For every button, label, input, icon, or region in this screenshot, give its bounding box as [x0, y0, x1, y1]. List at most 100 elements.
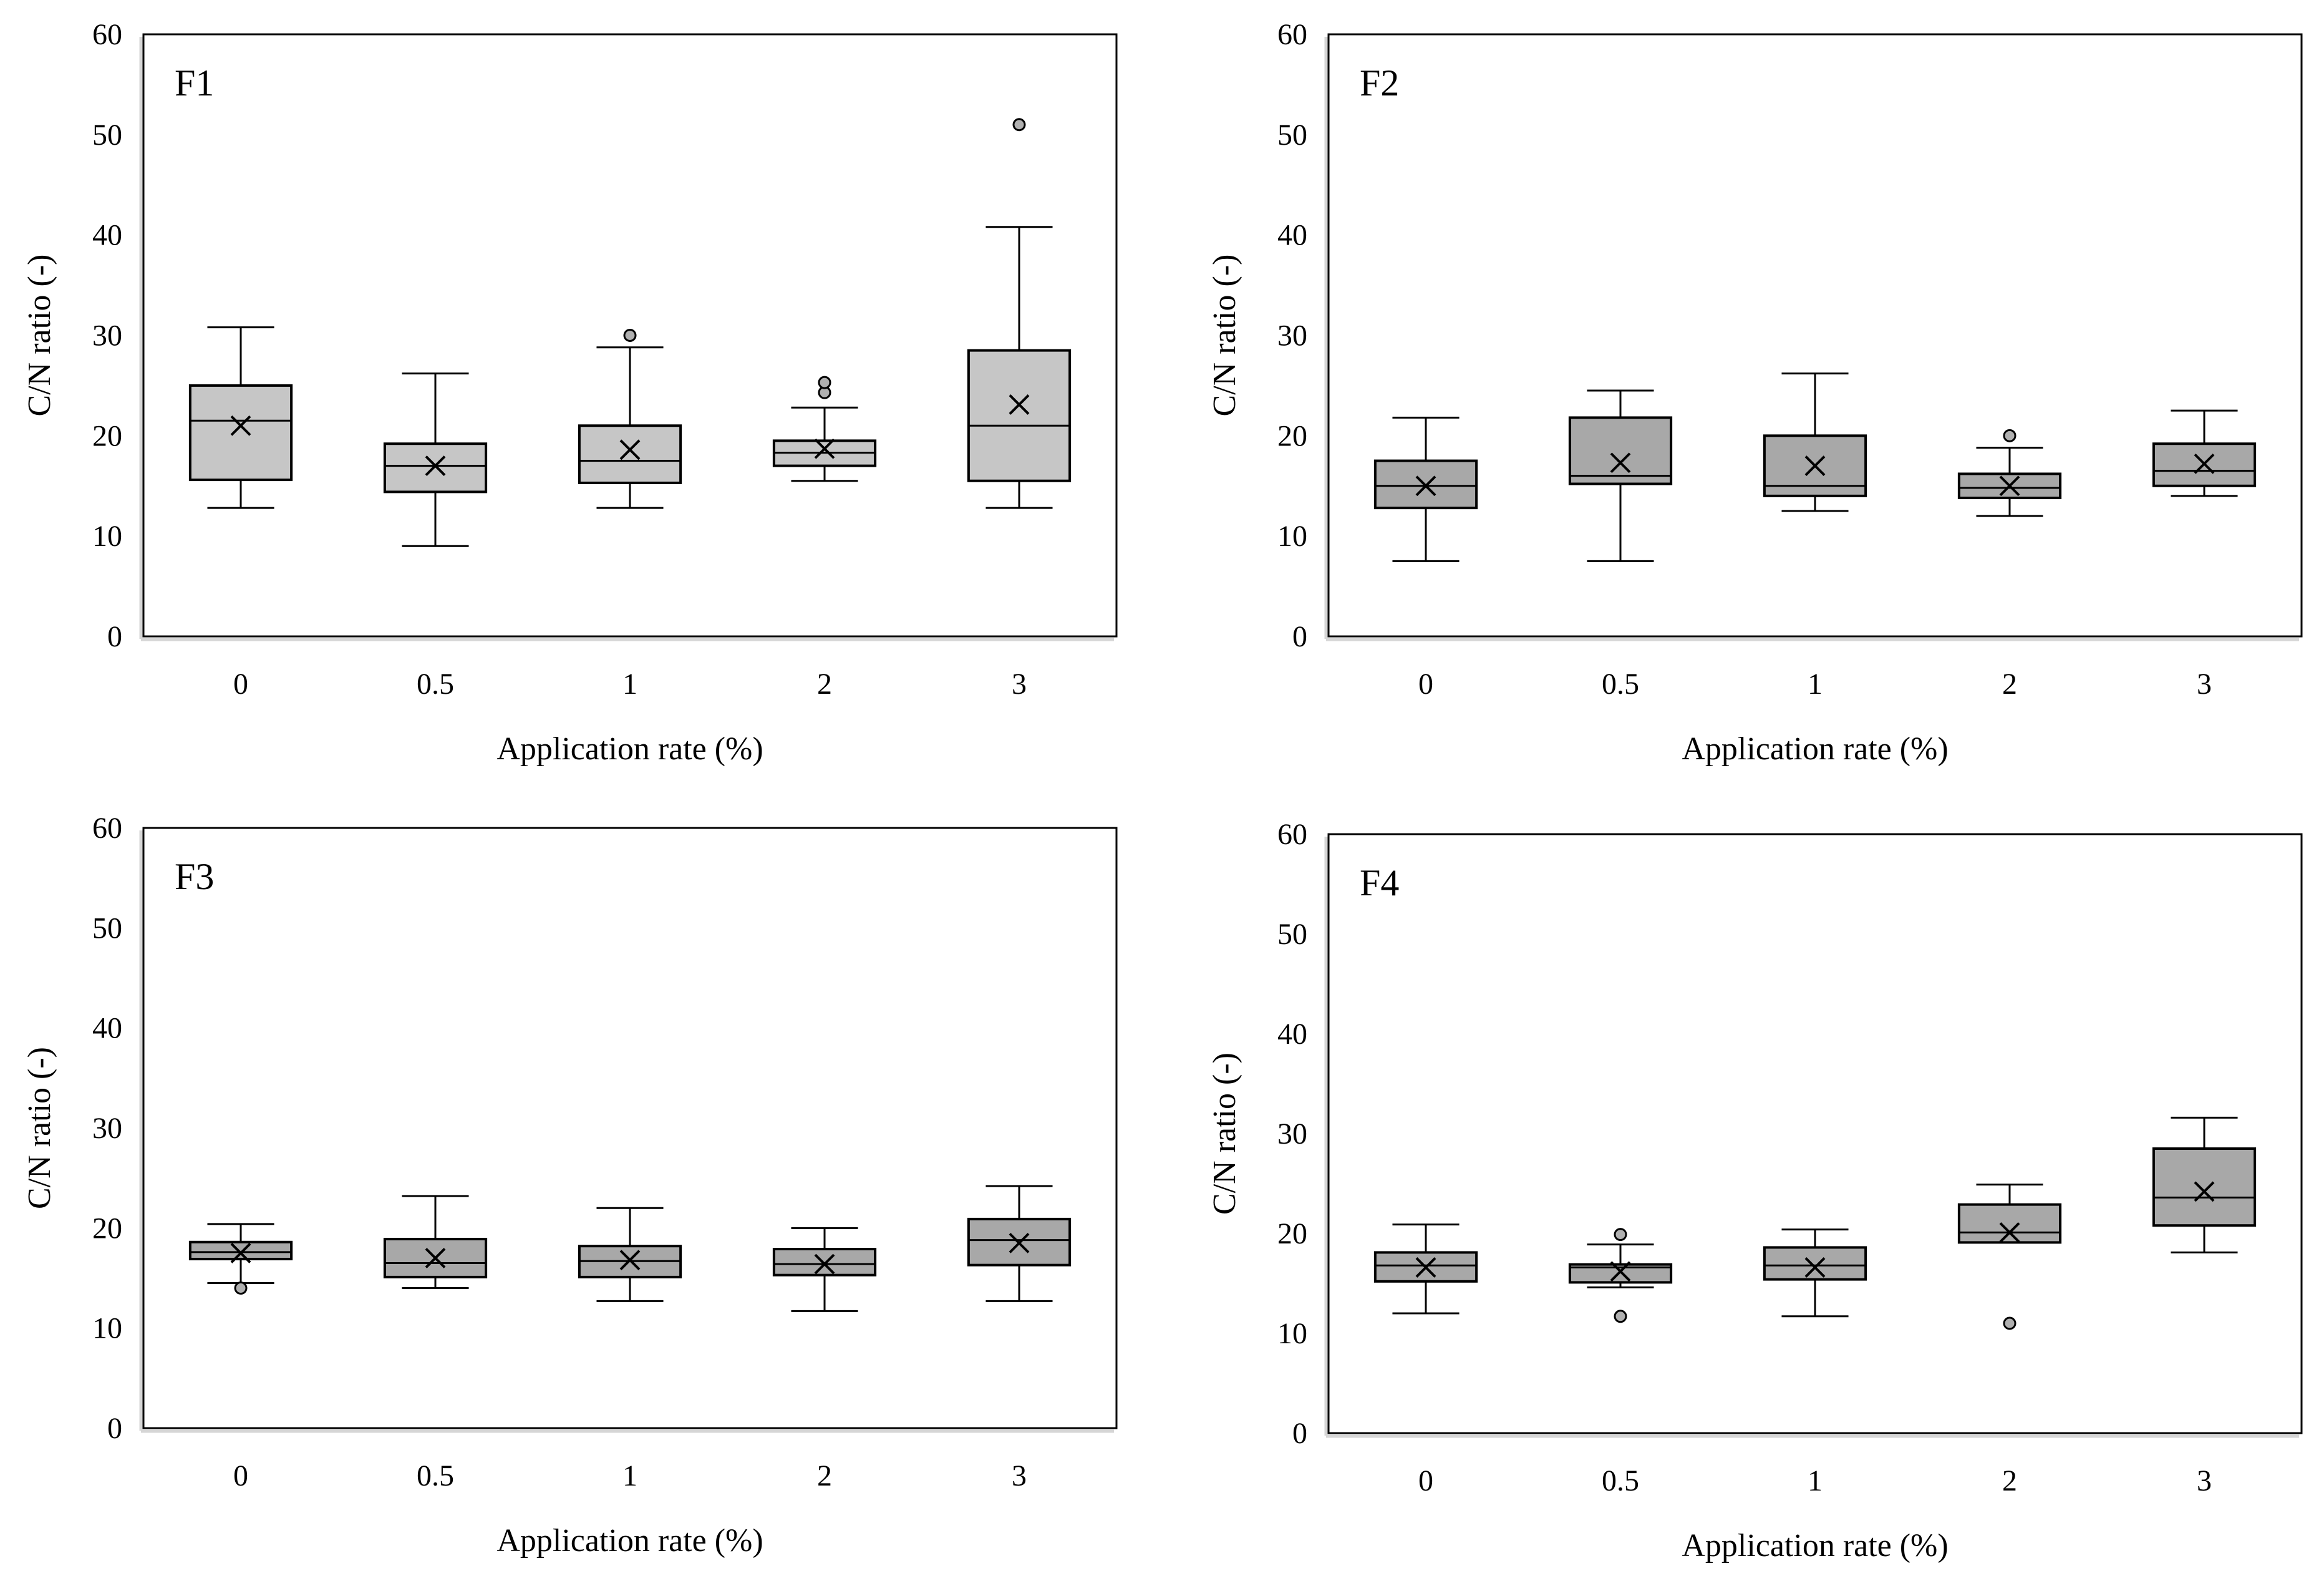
x-tick-label: 0	[1418, 668, 1433, 701]
plot-frame	[142, 827, 1118, 1429]
y-tick-label: 0	[107, 1412, 122, 1445]
box-category-0.5	[383, 1195, 488, 1290]
iqr-box	[383, 442, 488, 494]
iqr-box	[188, 1240, 293, 1261]
panel-label: F3	[175, 856, 214, 897]
box-category-0	[188, 1223, 293, 1295]
x-tick-label: 3	[2197, 1464, 2212, 1497]
mean-marker	[425, 1248, 446, 1268]
y-tick-label: 20	[1277, 419, 1307, 452]
mean-marker	[619, 1250, 641, 1271]
mean-marker	[1804, 455, 1826, 476]
iqr-box	[2152, 1147, 2257, 1227]
chart-panel-f1: 0 10 20 30 40 50 60 0 0.5 1 2 3 Application rate (%)…	[22, 18, 1118, 767]
x-tick-label: 3	[2197, 668, 2212, 701]
box-category-2	[1957, 429, 2062, 517]
outlier-point	[818, 376, 831, 389]
y-tick-label: 20	[92, 419, 122, 452]
mean-marker	[1610, 1261, 1631, 1282]
box-category-0.5	[1568, 1228, 1673, 1323]
y-tick-label: 40	[1277, 1018, 1307, 1051]
x-tick-label: 2	[817, 668, 832, 701]
panel-label: F2	[1360, 62, 1399, 104]
outlier-point	[2003, 429, 2017, 442]
x-axis-title: Application rate (%)	[1682, 731, 1948, 767]
box-category-0	[1373, 416, 1478, 562]
y-axis-title: C/N ratio (-)	[22, 255, 57, 417]
box-category-2	[1957, 1184, 2062, 1330]
mean-marker	[619, 439, 641, 460]
x-axis-title: Application rate (%)	[1682, 1528, 1948, 1564]
panel-label: F4	[1360, 862, 1399, 903]
x-tick-label: 0.5	[417, 1459, 454, 1492]
x-tick-label: 0	[1418, 1464, 1433, 1497]
plot-frame	[142, 33, 1118, 638]
iqr-box	[1957, 1203, 2062, 1244]
outlier-point	[623, 329, 637, 342]
box-category-0	[188, 326, 293, 509]
mean-marker	[1415, 475, 1436, 497]
y-tick-label: 30	[1277, 1117, 1307, 1150]
chart-panel-f2: 0 10 20 30 40 50 60 0 0.5 1 2 3 Application rate (%)…	[1207, 18, 2303, 767]
y-tick-label: 50	[92, 912, 122, 945]
x-tick-label: 1	[1808, 1464, 1823, 1497]
y-tick-label: 30	[1277, 319, 1307, 353]
x-tick-label: 0.5	[1602, 1464, 1639, 1497]
y-tick-label: 60	[92, 812, 122, 845]
chart-panel-f4: 0 10 20 30 40 50 60 0 0.5 1 2 3 Application rate (%)…	[1207, 818, 2303, 1564]
mean-marker	[230, 415, 251, 436]
box-category-0	[1373, 1223, 1478, 1315]
y-tick-label: 50	[1277, 119, 1307, 152]
plot-frame	[1327, 33, 2303, 638]
x-tick-label: 3	[1012, 668, 1027, 701]
mean-marker	[814, 438, 835, 459]
box-category-3	[967, 1185, 1072, 1302]
box-category-3	[2152, 409, 2257, 497]
x-tick-label: 3	[1012, 1459, 1027, 1492]
mean-marker	[1610, 452, 1631, 474]
y-axis-title: C/N ratio (-)	[1207, 255, 1242, 417]
x-tick-label: 1	[622, 1459, 637, 1492]
x-tick-label: 1	[1808, 668, 1823, 701]
y-tick-label: 20	[92, 1212, 122, 1245]
box-category-3	[2152, 1116, 2257, 1253]
y-tick-label: 40	[92, 1012, 122, 1045]
iqr-box	[967, 349, 1072, 482]
iqr-box	[578, 424, 682, 484]
box-category-1	[578, 329, 682, 509]
y-tick-label: 30	[92, 319, 122, 353]
panel-label: F1	[175, 62, 214, 104]
y-tick-label: 20	[1277, 1217, 1307, 1250]
iqr-box	[1568, 416, 1673, 485]
y-tick-label: 10	[1277, 1317, 1307, 1350]
y-tick-label: 10	[1277, 520, 1307, 553]
box-category-1	[1763, 372, 1867, 512]
mean-marker	[1804, 1257, 1826, 1278]
x-axis-title: Application rate (%)	[496, 731, 763, 767]
x-tick-label: 2	[2002, 1464, 2017, 1497]
y-tick-label: 40	[1277, 219, 1307, 252]
x-tick-label: 2	[2002, 668, 2017, 701]
mean-marker	[230, 1243, 251, 1263]
y-tick-label: 0	[1292, 1417, 1307, 1450]
mean-marker	[1009, 1232, 1030, 1253]
y-axis-title: C/N ratio (-)	[22, 1047, 57, 1209]
y-tick-label: 60	[1277, 18, 1307, 51]
mean-marker	[1999, 1222, 2020, 1243]
y-tick-label: 60	[1277, 818, 1307, 851]
x-tick-label: 0.5	[1602, 668, 1639, 701]
mean-marker	[2194, 1181, 2215, 1202]
outlier-point	[1012, 118, 1026, 132]
iqr-box	[772, 1248, 877, 1277]
y-tick-label: 30	[92, 1112, 122, 1145]
chart-panel-f3: 0 10 20 30 40 50 60 0 0.5 1 2 3 Application rate (%)…	[22, 812, 1118, 1559]
mean-marker	[425, 455, 446, 476]
y-tick-label: 0	[107, 620, 122, 653]
mean-marker	[1009, 394, 1030, 415]
y-tick-label: 10	[92, 520, 122, 553]
y-tick-label: 60	[92, 18, 122, 51]
iqr-box	[188, 384, 293, 482]
y-tick-label: 0	[1292, 620, 1307, 653]
mean-marker	[1415, 1257, 1436, 1278]
mean-marker	[1999, 475, 2020, 497]
